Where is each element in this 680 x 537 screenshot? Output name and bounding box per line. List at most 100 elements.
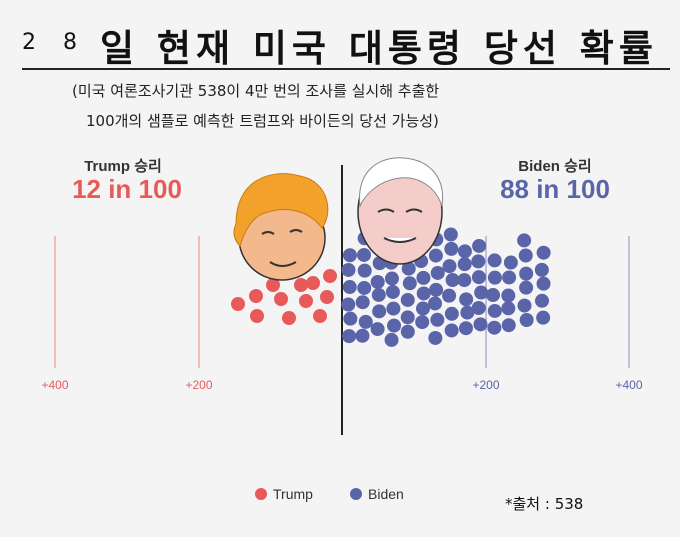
biden-win-label: Biden 승리 xyxy=(518,158,591,175)
biden-dot xyxy=(457,273,472,288)
trump-dot xyxy=(306,276,320,290)
biden-dot xyxy=(519,266,534,281)
biden-dot xyxy=(430,312,445,327)
trump-dot xyxy=(299,294,313,308)
title-date-number: 2 8 xyxy=(22,30,87,55)
biden-dot xyxy=(517,298,532,313)
legend-biden-label: Biden xyxy=(368,486,404,502)
biden-dot xyxy=(429,282,444,297)
biden-dot xyxy=(536,276,551,291)
biden-dot xyxy=(503,255,518,270)
biden-dot xyxy=(401,261,416,276)
trump-face-illustration xyxy=(233,173,329,281)
biden-dot xyxy=(402,276,417,291)
biden-dot xyxy=(342,329,357,344)
biden-dot xyxy=(471,270,486,285)
biden-dot xyxy=(387,318,402,333)
trump-win-label: Trump 승리 xyxy=(84,158,162,175)
source-note: *출처 : 538 xyxy=(505,495,584,513)
trump-dot xyxy=(249,289,263,303)
biden-dot xyxy=(444,306,459,321)
biden-dot xyxy=(400,310,415,325)
biden-dot xyxy=(357,263,372,278)
biden-dot xyxy=(442,288,457,303)
biden-dot xyxy=(487,303,502,318)
candidate-faces xyxy=(233,157,444,281)
biden-dot xyxy=(445,273,460,288)
title-row: 2 8 일 현재 미국 대통령 당선 확률 xyxy=(0,18,680,72)
biden-dot xyxy=(342,280,357,295)
grid-lines: +400 +200 +200 +400 xyxy=(41,165,643,435)
biden-dot xyxy=(428,296,443,311)
biden-dot xyxy=(471,254,486,269)
legend-trump-swatch xyxy=(255,488,267,500)
biden-dot xyxy=(400,292,415,307)
trump-dot xyxy=(231,297,245,311)
x-tick-label: +400 xyxy=(41,378,68,392)
biden-dot xyxy=(400,324,415,339)
trump-dot xyxy=(323,269,337,283)
biden-dot xyxy=(442,259,457,274)
legend-biden-swatch xyxy=(350,488,362,500)
biden-dot xyxy=(357,280,372,295)
x-tick-label: +400 xyxy=(615,378,642,392)
biden-dot xyxy=(341,297,356,312)
biden-dot xyxy=(458,321,473,336)
biden-dot xyxy=(415,301,430,316)
biden-dot xyxy=(444,241,459,256)
biden-dot xyxy=(372,304,387,319)
trump-win-value: 12 in 100 xyxy=(72,174,182,204)
biden-dot xyxy=(472,238,487,253)
biden-dot xyxy=(518,248,533,263)
title-underline xyxy=(22,68,670,70)
biden-dot xyxy=(386,301,401,316)
page-title: 일 현재 미국 대통령 당선 확률 xyxy=(100,27,658,70)
biden-dot xyxy=(444,323,459,338)
biden-dot xyxy=(473,317,488,332)
trump-dot xyxy=(266,278,280,292)
legend-trump-label: Trump xyxy=(273,486,313,502)
subtitle-line-1: (미국 여론조사기관 538이 4만 번의 조사를 실시해 추출한 xyxy=(72,82,440,100)
biden-dot xyxy=(457,257,472,272)
biden-dot xyxy=(342,248,357,263)
biden-dot xyxy=(355,295,370,310)
biden-dot xyxy=(384,332,399,347)
biden-dot xyxy=(534,293,549,308)
biden-dot xyxy=(501,288,516,303)
biden-dot xyxy=(428,248,443,263)
biden-dot xyxy=(536,310,551,325)
biden-dot xyxy=(355,328,370,343)
biden-dot xyxy=(430,265,445,280)
biden-dot xyxy=(341,262,356,277)
subtitle-line-2: 100개의 샘플로 예측한 트럼프와 바이든의 당선 가능성) xyxy=(86,112,439,130)
biden-win-value: 88 in 100 xyxy=(500,174,610,204)
biden-dot xyxy=(517,233,532,248)
biden-dot xyxy=(487,270,502,285)
biden-dot xyxy=(459,292,474,307)
trump-dot xyxy=(313,309,327,323)
biden-dot xyxy=(356,247,371,262)
trump-dot xyxy=(282,311,296,325)
biden-dot xyxy=(519,312,534,327)
biden-face-illustration xyxy=(357,157,444,265)
biden-dot xyxy=(474,285,489,300)
biden-dot xyxy=(486,288,501,303)
biden-dot xyxy=(384,271,399,286)
trump-dot xyxy=(294,278,308,292)
biden-dot xyxy=(471,301,486,316)
biden-dot xyxy=(371,287,386,302)
trump-dot xyxy=(250,309,264,323)
biden-dot xyxy=(501,301,516,316)
biden-dot xyxy=(358,314,373,329)
legend-item-trump: Trump xyxy=(255,486,313,502)
biden-dot xyxy=(502,270,517,285)
trump-dot xyxy=(274,292,288,306)
biden-dot xyxy=(385,284,400,299)
biden-dot xyxy=(443,227,458,242)
dot-plot xyxy=(231,219,551,347)
biden-dot xyxy=(370,322,385,337)
biden-dot xyxy=(416,270,431,285)
x-tick-label: +200 xyxy=(472,378,499,392)
biden-dot xyxy=(415,315,430,330)
